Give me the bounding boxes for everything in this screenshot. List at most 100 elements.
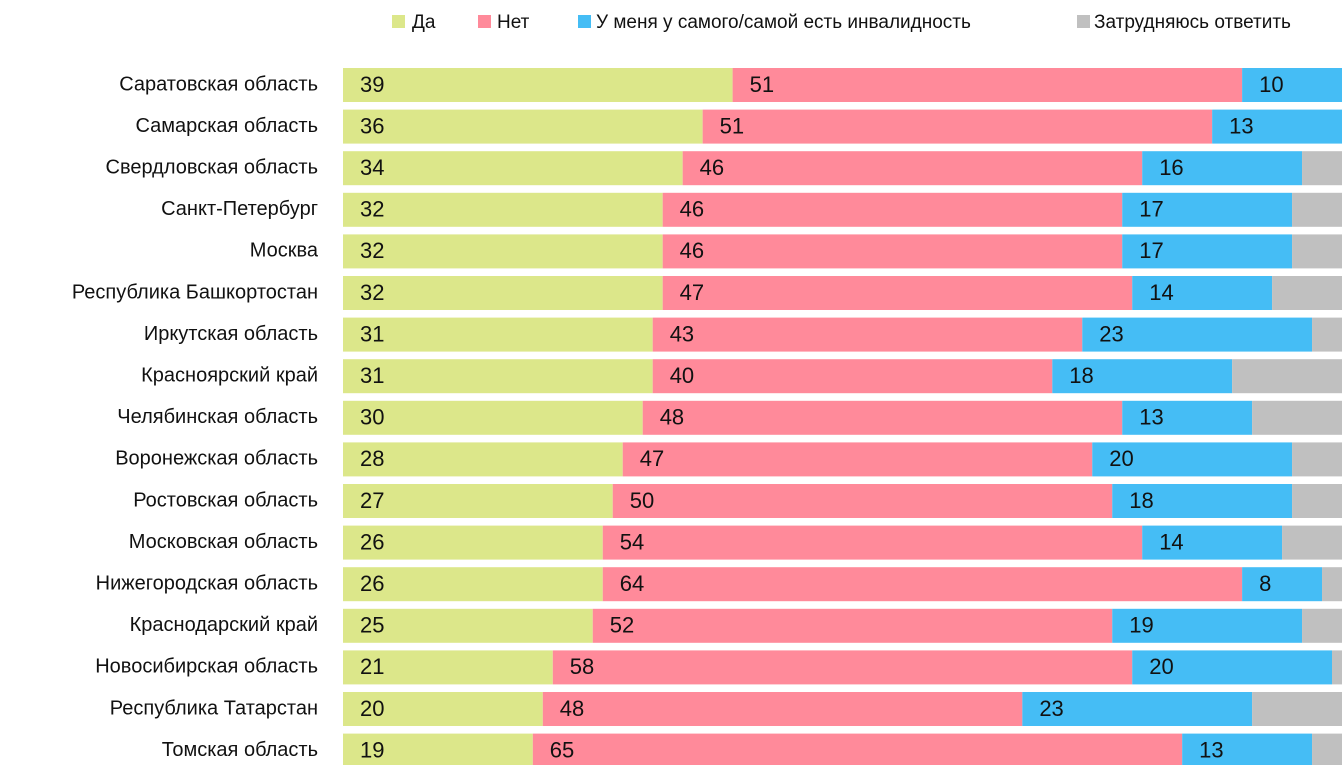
legend-label: Нет [497,12,530,33]
value-label: 31 [360,321,384,346]
bar-segment [343,317,653,352]
value-label: 13 [1139,405,1163,430]
category-label: Республика Башкортостан [72,281,318,303]
value-label: 19 [1129,613,1153,638]
value-label: 58 [570,654,594,679]
category-label: Республика Татарстан [110,697,318,719]
bar-segment [1122,234,1293,269]
bar-segment [343,484,613,518]
bar-segment [1182,733,1313,765]
bar-segment [1312,733,1342,765]
category-label: Красноярский край [141,364,318,386]
legend-label: У меня у самого/самой есть инвалидность [596,12,971,33]
value-label: 18 [1069,363,1093,388]
bar-segment [1332,650,1342,685]
value-label: 14 [1159,529,1183,554]
bar-segment [343,692,543,726]
bar-segment [1252,400,1342,435]
value-label: 54 [620,529,644,554]
value-label: 65 [550,737,574,762]
value-label: 14 [1149,280,1173,305]
value-label: 46 [680,197,704,222]
bar-segment [732,68,1243,102]
bar-segment [1022,692,1253,726]
bar-segment [343,151,683,186]
value-label: 47 [640,446,664,471]
category-label: Москва [250,240,319,262]
legend-swatch [392,15,405,28]
legend-swatch [578,15,591,28]
value-label: 32 [360,238,384,263]
bar-segment [1132,650,1333,685]
category-label: Московская область [129,531,318,553]
bar-segment [542,692,1023,726]
bar-segment [1142,151,1303,186]
bar-segment [1212,109,1342,144]
value-label: 47 [680,280,704,305]
value-label: 25 [360,613,384,638]
category-label: Нижегородская область [96,572,318,594]
bar-segment [1122,400,1253,435]
bar-segment [1282,525,1342,560]
value-label: 32 [360,197,384,222]
value-label: 17 [1139,197,1163,222]
value-label: 43 [670,321,694,346]
bar-segment [552,650,1133,685]
bar-segment [1322,567,1342,602]
category-label: Краснодарский край [130,614,318,636]
bar-segment [343,68,733,102]
legend-swatch [1077,15,1090,28]
bar-segment [1232,359,1342,394]
bar-segment [1112,484,1293,518]
legend-label: Да [412,12,436,33]
value-label: 23 [1039,696,1063,721]
value-label: 30 [360,405,384,430]
value-label: 19 [360,737,384,762]
bar-segment [343,192,663,227]
bar-segment [343,650,553,685]
bar-segment [652,359,1053,394]
value-label: 16 [1159,155,1183,180]
bar-segment [662,234,1123,269]
bar-segment [343,234,663,269]
legend-label: Затрудняюсь ответить [1094,12,1291,33]
bar-segment [652,317,1083,352]
bar-segment [1302,151,1342,186]
value-label: 40 [670,363,694,388]
value-label: 23 [1099,321,1123,346]
value-label: 46 [680,238,704,263]
bar-segment [702,109,1213,144]
value-label: 10 [1259,72,1283,97]
bar-segment [1242,68,1342,102]
bar-segment [1112,608,1303,643]
bar-segment [1142,525,1283,560]
category-label: Саратовская область [119,73,318,95]
category-label: Санкт-Петербург [161,198,318,220]
bar-segment [1132,276,1273,310]
bar-segment [343,567,603,602]
value-label: 64 [620,571,644,596]
category-label: Новосибирская область [95,656,318,678]
value-label: 32 [360,280,384,305]
value-label: 50 [630,488,654,513]
value-label: 26 [360,529,384,554]
value-label: 21 [360,654,384,679]
bar-segment [1092,442,1293,477]
value-label: 17 [1139,238,1163,263]
bar-segment [1292,442,1342,477]
bar-segment [532,733,1183,765]
value-label: 18 [1129,488,1153,513]
bar-segment [1242,567,1323,602]
value-label: 13 [1199,737,1223,762]
bar-segment [343,109,703,144]
legend-swatch [478,15,491,28]
bar-segment [602,567,1243,602]
bar-segment [1302,608,1342,643]
bar-segment [682,151,1143,186]
bar-segment [662,192,1123,227]
bar-segment [1292,192,1342,227]
value-label: 39 [360,72,384,97]
value-label: 34 [360,155,384,180]
bar-segment [602,525,1143,560]
category-label: Ростовская область [133,489,318,511]
